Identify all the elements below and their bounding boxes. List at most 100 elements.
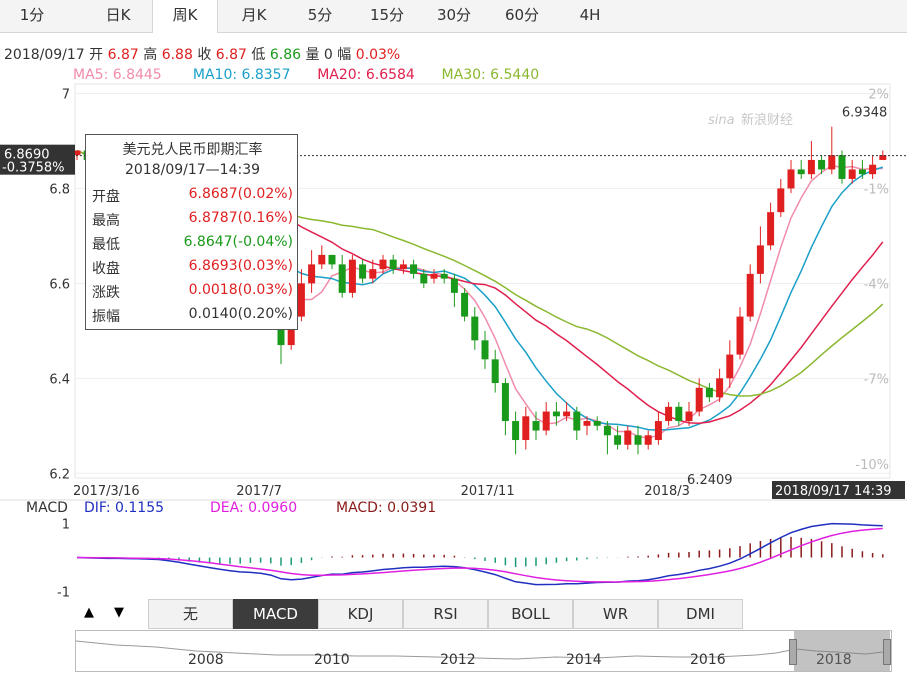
dea-line [76, 527, 883, 583]
macd-legend: MACD [26, 500, 68, 516]
y-tick-label: 6.6 [49, 277, 70, 292]
navigator-year: 2016 [690, 652, 726, 668]
ohlc-tooltip: 美元兑人民币即期汇率 2018/09/17—14:39 开盘 6.8687(0.0… [85, 134, 298, 330]
candle [481, 340, 489, 360]
candle [338, 264, 346, 293]
candle [665, 406, 673, 422]
candle [716, 378, 724, 398]
tab-周K[interactable]: 周K [152, 0, 218, 33]
candle [328, 254, 336, 265]
tooltip-label: 最低 [92, 237, 120, 253]
candle [573, 411, 581, 431]
scroll-up-icon[interactable]: ▲ [75, 599, 103, 627]
quote-open: 6.87 [107, 47, 139, 63]
quote-high: 6.88 [161, 47, 193, 63]
tooltip-row: 最低 6.8647(-0.04%) [92, 234, 293, 256]
indicator-DMI[interactable]: DMI [658, 599, 743, 629]
tab-4H[interactable]: 4H [579, 6, 601, 24]
quote-info: 2018/09/17 开 6.87 高 6.88 收 6.87 低 6.86 量… [4, 47, 401, 63]
candle [583, 421, 591, 426]
candle [399, 264, 407, 270]
indicator-RSI[interactable]: RSI [403, 599, 488, 629]
indicator-KDJ[interactable]: KDJ [318, 599, 403, 629]
indicator-WR[interactable]: WR [573, 599, 658, 629]
pct-tick-label: -4% [864, 277, 889, 292]
scroll-down-icon[interactable]: ▼ [105, 599, 133, 627]
navigator-year: 2014 [566, 652, 602, 668]
candle [318, 254, 326, 265]
tab-1分[interactable]: 1分 [19, 6, 45, 24]
time-navigator[interactable]: 2008 2010 2012 2014 2016 2018 [75, 630, 892, 672]
candle [807, 159, 815, 175]
macd-legend: DIF: 0.1155 [84, 500, 164, 516]
tooltip-row: 收盘 6.8693(0.03%) [92, 258, 293, 280]
macd-legend: DEA: 0.0960 [210, 500, 297, 516]
candle [858, 169, 866, 175]
candle [73, 150, 81, 156]
ma10-value: MA10: 6.8357 [192, 67, 291, 83]
candle [552, 411, 560, 417]
candle [675, 406, 683, 422]
candle [614, 435, 622, 445]
indicator-无[interactable]: 无 [148, 599, 233, 629]
navigator-selection[interactable] [794, 631, 890, 671]
tab-60分[interactable]: 60分 [504, 6, 540, 24]
extreme-annotation: 6.2409 [687, 473, 733, 488]
navigator-year: 2018 [816, 652, 852, 668]
navigator-year: 2010 [314, 652, 350, 668]
candle [440, 273, 448, 279]
quote-volume: 0 [323, 47, 333, 63]
candle [348, 259, 356, 293]
navigator-left-handle[interactable] [789, 639, 797, 665]
navigator-line [76, 640, 891, 660]
navigator-right-handle[interactable] [883, 639, 891, 665]
candle [726, 354, 734, 379]
tooltip-row: 最高 6.8787(0.16%) [92, 210, 293, 232]
candle [654, 421, 662, 441]
candle [389, 259, 397, 270]
quote-change: 0.03% [355, 47, 401, 63]
candle [491, 359, 499, 384]
x-tick-label: 2017/11 [461, 484, 515, 499]
y-tick-label: 7 [62, 87, 70, 102]
candle [818, 159, 826, 170]
candle [450, 278, 458, 293]
tooltip-value: 6.8787(0.16%) [188, 210, 293, 226]
quote-date: 2018/09/17 [4, 47, 85, 63]
tab-月K[interactable]: 月K [241, 6, 267, 24]
candle [379, 259, 387, 270]
tab-15分[interactable]: 15分 [369, 6, 405, 24]
tooltip-value: 6.8647(-0.04%) [183, 234, 293, 250]
tooltip-row: 振幅 0.0140(0.20%) [92, 306, 293, 328]
candle [603, 425, 611, 436]
ma-legend: MA5: 6.8445 MA10: 6.8357 MA20: 6.6584 MA… [73, 67, 539, 83]
candle [767, 212, 775, 246]
pct-tick-label: -7% [864, 372, 889, 387]
macd-legend: MACD: 0.0391 [336, 500, 436, 516]
tooltip-label: 涨跌 [92, 285, 120, 301]
tooltip-value: 6.8687(0.02%) [188, 186, 293, 202]
x-tick-label: 2017/7 [236, 484, 282, 499]
tab-日K[interactable]: 日K [105, 6, 131, 24]
candle [736, 316, 744, 355]
ma20-value: MA20: 6.6584 [317, 67, 415, 83]
tab-30分[interactable]: 30分 [436, 6, 472, 24]
watermark: 新浪财经 [741, 112, 793, 128]
tooltip-label: 开盘 [92, 189, 120, 205]
quote-close: 6.87 [215, 47, 247, 63]
candle [471, 316, 479, 341]
macd-y-tick: -1 [57, 586, 70, 601]
tab-5分[interactable]: 5分 [307, 6, 333, 24]
cursor-time: 2018/09/17 14:39 [775, 484, 892, 499]
tooltip-value: 0.0018(0.03%) [188, 282, 293, 298]
candle [308, 264, 316, 284]
candle [838, 155, 846, 179]
ma30-value: MA30: 6.5440 [441, 67, 540, 83]
tooltip-value: 6.8693(0.03%) [188, 258, 293, 274]
tooltip-label: 最高 [92, 213, 120, 229]
cursor-pct: -0.3758% [2, 161, 65, 176]
indicator-BOLL[interactable]: BOLL [488, 599, 573, 629]
indicator-MACD[interactable]: MACD [233, 599, 318, 629]
candle [461, 292, 469, 317]
